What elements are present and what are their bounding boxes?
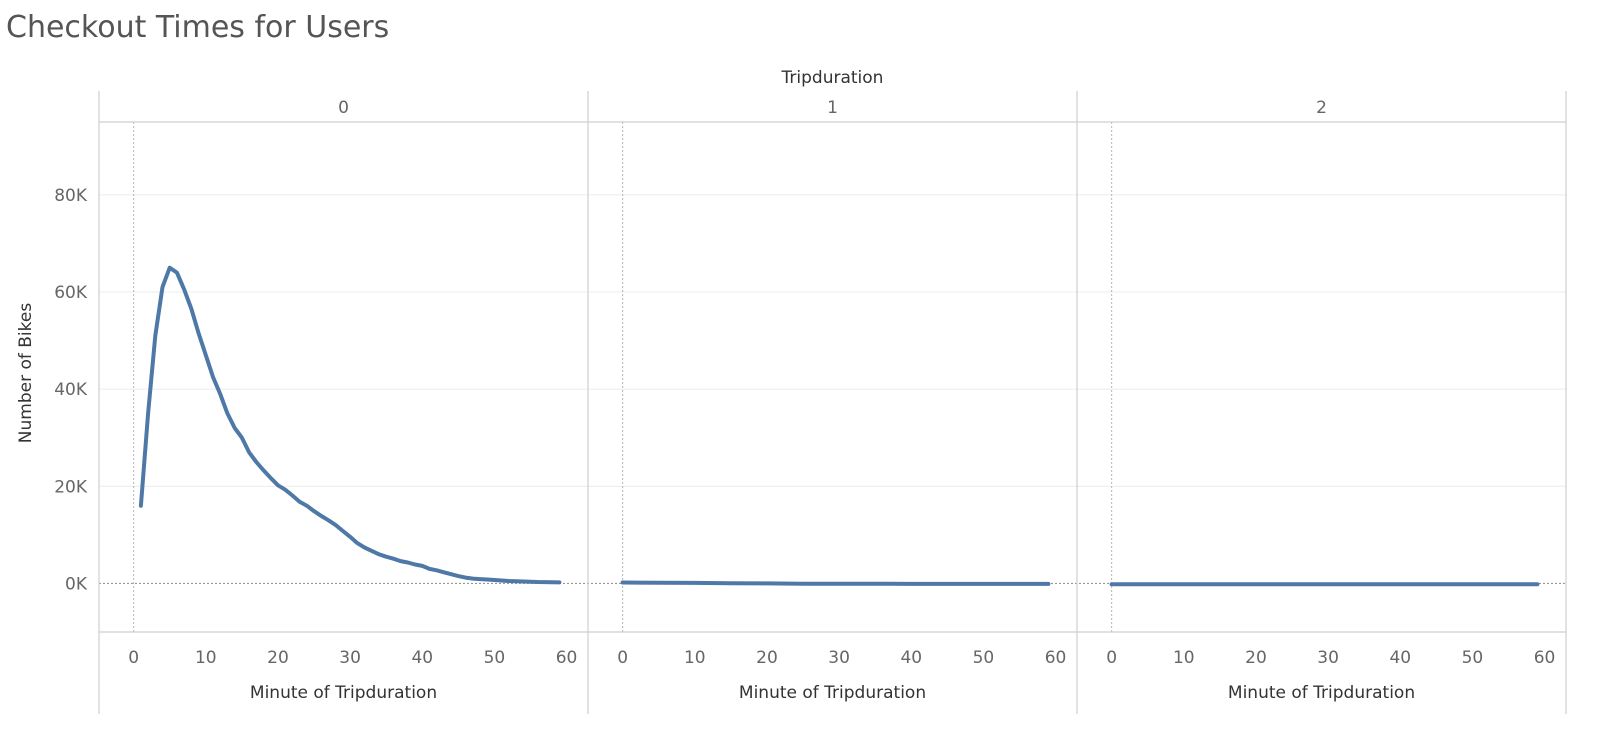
facet-label: 1 xyxy=(827,98,838,118)
x-tick-label: 10 xyxy=(195,648,217,668)
facet-label: 2 xyxy=(1316,98,1327,118)
x-tick-label: 60 xyxy=(556,648,578,668)
x-tick-label: 10 xyxy=(684,648,706,668)
y-tick-label: 20K xyxy=(54,477,88,497)
x-tick-label: 0 xyxy=(1106,648,1117,668)
facet-title: Tripduration xyxy=(781,68,884,88)
x-tick-label: 30 xyxy=(1317,648,1339,668)
x-tick-label: 30 xyxy=(828,648,850,668)
x-tick-label: 60 xyxy=(1534,648,1556,668)
x-axis-title: Minute of Tripduration xyxy=(250,683,437,703)
x-tick-label: 30 xyxy=(339,648,361,668)
series-line-0 xyxy=(138,265,562,585)
y-tick-label: 0K xyxy=(65,574,88,594)
x-tick-label: 20 xyxy=(1245,648,1267,668)
x-tick-label: 20 xyxy=(756,648,778,668)
x-tick-label: 40 xyxy=(1389,648,1411,668)
x-tick-label: 10 xyxy=(1173,648,1195,668)
facet-label: 0 xyxy=(338,98,349,118)
frame-layer xyxy=(98,91,1567,714)
x-axis-title: Minute of Tripduration xyxy=(1228,683,1415,703)
grid-layer xyxy=(99,122,1566,632)
x-tick-label: 60 xyxy=(1045,648,1067,668)
series-line-1 xyxy=(620,580,1051,586)
x-tick-label: 20 xyxy=(267,648,289,668)
x-tick-label: 40 xyxy=(411,648,433,668)
chart-title: Checkout Times for Users xyxy=(6,10,390,45)
x-tick-label: 50 xyxy=(484,648,506,668)
y-axis-title: Number of Bikes xyxy=(16,303,36,444)
x-tick-label: 50 xyxy=(1462,648,1484,668)
y-tick-label: 60K xyxy=(54,283,88,303)
x-tick-label: 0 xyxy=(128,648,139,668)
x-tick-label: 0 xyxy=(617,648,628,668)
x-tick-label: 40 xyxy=(900,648,922,668)
x-axis-title: Minute of Tripduration xyxy=(739,683,926,703)
x-tick-label: 50 xyxy=(973,648,995,668)
line-layer xyxy=(138,265,1540,587)
y-tick-label: 40K xyxy=(54,380,88,400)
y-tick-label: 80K xyxy=(54,186,88,206)
